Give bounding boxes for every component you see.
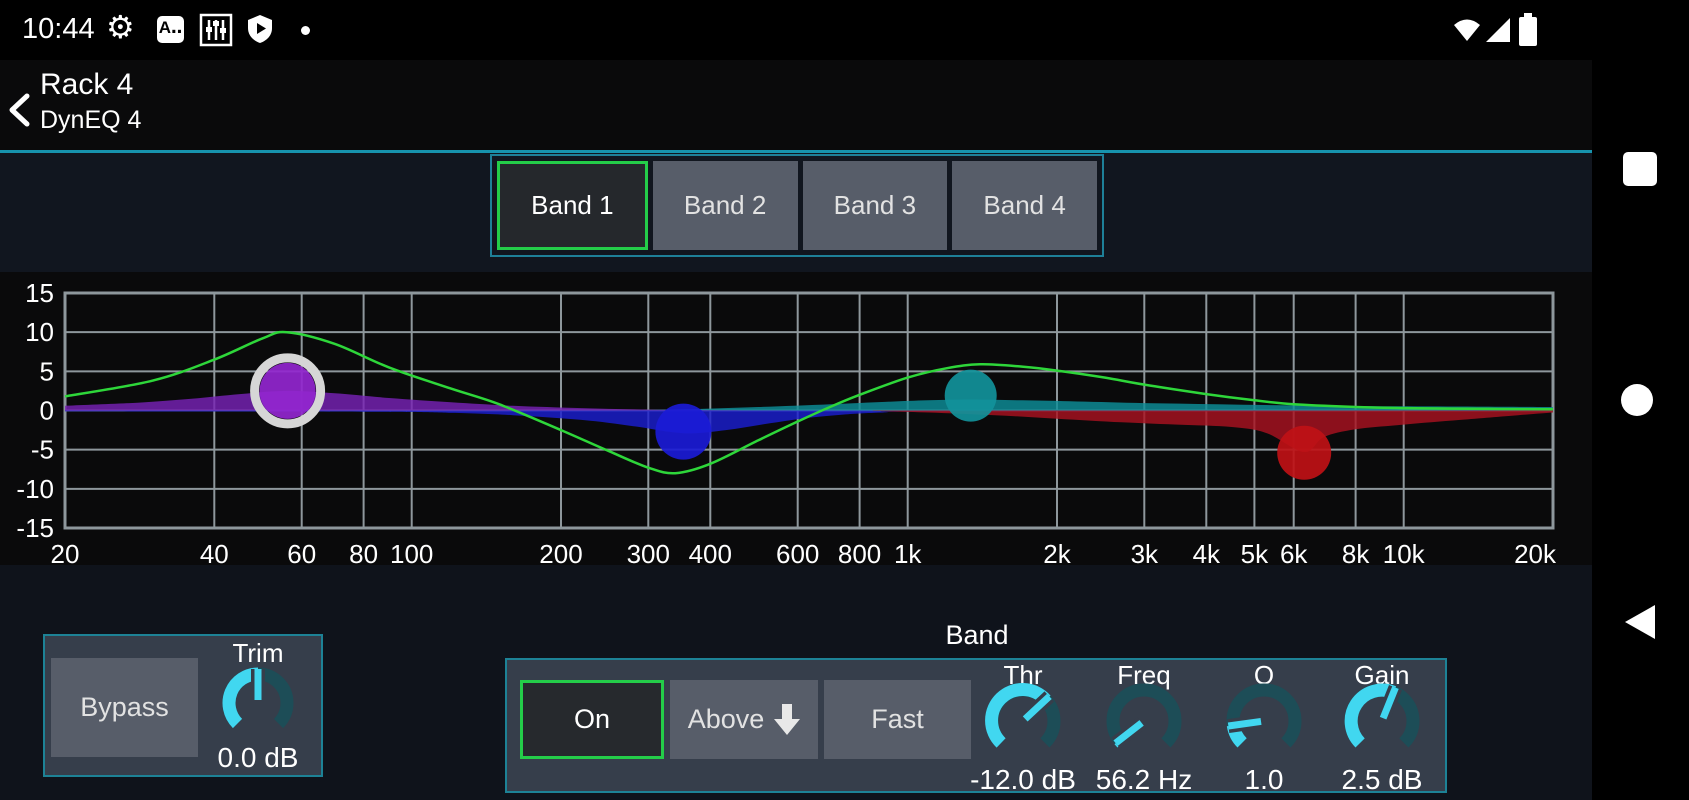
band-handle-4[interactable] [1277,425,1332,480]
q-knob-label: Q [1253,660,1275,690]
y-tick-label: 5 [40,356,54,386]
y-tick-label: -10 [16,474,54,504]
q-knob[interactable] [1226,683,1302,759]
band-speed-button[interactable]: Fast [824,680,971,759]
trim-knob[interactable] [222,667,294,739]
band-on-button[interactable]: On [520,680,664,759]
band-fill-4 [872,410,1553,453]
page-subtitle: DynEQ 4 [40,106,142,134]
tab-band-4[interactable]: Band 4 [952,161,1097,250]
settings-gear-icon: ⚙ [106,9,135,45]
y-tick-label: 15 [25,278,54,308]
selected-handle-ring [250,353,326,429]
thr-knob[interactable] [985,683,1061,759]
band-fill-1 [65,390,798,411]
clock: 10:44 [22,13,95,45]
status-bar: 10:44 ⚙ A․․ [0,0,1689,60]
x-tick-label: 5k [1241,539,1269,569]
band-handle-1[interactable] [259,362,316,419]
x-tick-label: 200 [539,539,582,569]
y-tick-label: 10 [25,317,54,347]
x-tick-label: 20 [51,539,80,569]
x-tick-label: 600 [776,539,819,569]
thr-knob-value: -12.0 dB [970,764,1076,795]
home-circle-button[interactable] [1621,384,1653,416]
header-divider [0,150,1592,153]
x-tick-label: 400 [689,539,732,569]
band-panel: On Above Fast Thr Freq Q Gain -12.0 dB 5… [505,658,1447,795]
x-tick-label: 4k [1193,539,1221,569]
x-tick-label: 1k [894,539,922,569]
overview-square-button[interactable] [1623,152,1657,186]
back-triangle-button[interactable] [1622,605,1656,639]
x-tick-label: 100 [390,539,433,569]
band-section-title: Band [945,620,1009,650]
band-mode-button[interactable]: Above [670,680,818,759]
tab-band-1[interactable]: Band 1 [497,161,648,250]
gain-knob-value: 2.5 dB [1341,764,1423,795]
x-tick-label: 8k [1342,539,1370,569]
y-tick-label: -15 [16,513,54,543]
band-tab-strip: Band 1 Band 2 Band 3 Band 4 [0,153,1592,272]
x-tick-label: 60 [287,539,316,569]
x-tick-label: 20k [1514,539,1557,569]
x-tick-label: 2k [1043,539,1071,569]
y-tick-label: 0 [40,396,54,426]
trim-knob-label: Trim [232,638,284,668]
notification-dot-icon [301,26,310,35]
auto-rotate-a-icon: A․․ [157,16,184,43]
trim-knob-value: 0.0 dB [217,742,299,773]
x-tick-label: 40 [200,539,229,569]
gain-knob[interactable] [1344,683,1420,759]
band-handle-3[interactable] [944,369,997,422]
master-panel: Bypass Trim 0.0 dB [43,634,323,777]
x-tick-label: 10k [1383,539,1426,569]
x-tick-label: 6k [1280,539,1308,569]
band-tab-group: Band 1 Band 2 Band 3 Band 4 [490,154,1104,257]
x-tick-label: 300 [627,539,670,569]
x-tick-label: 3k [1131,539,1159,569]
x-tick-label: 800 [838,539,881,569]
app-header: Rack 4 DynEQ 4 [0,60,1592,150]
band-handle-2[interactable] [655,403,712,460]
down-arrow-icon [774,703,801,735]
band-mode-label: Above [687,704,765,734]
band-fill-3 [600,399,1553,411]
shield-play-icon [248,15,272,43]
x-tick-label: 80 [349,539,378,569]
equalizer-icon [199,13,233,47]
tab-band-2[interactable]: Band 2 [652,161,798,250]
back-chevron-icon[interactable] [8,92,32,128]
eq-response-curve [64,330,1554,475]
freq-knob-value: 56.2 Hz [1095,764,1193,795]
y-tick-label: -5 [31,435,54,465]
battery-icon [1519,13,1537,46]
bypass-button[interactable]: Bypass [51,658,198,757]
freq-knob[interactable] [1106,683,1182,759]
page-title: Rack 4 [40,68,134,101]
wifi-icon [1454,19,1480,41]
tab-band-3[interactable]: Band 3 [802,161,948,250]
q-knob-value: 1.0 [1244,764,1284,795]
cellular-signal-icon [1486,18,1510,42]
